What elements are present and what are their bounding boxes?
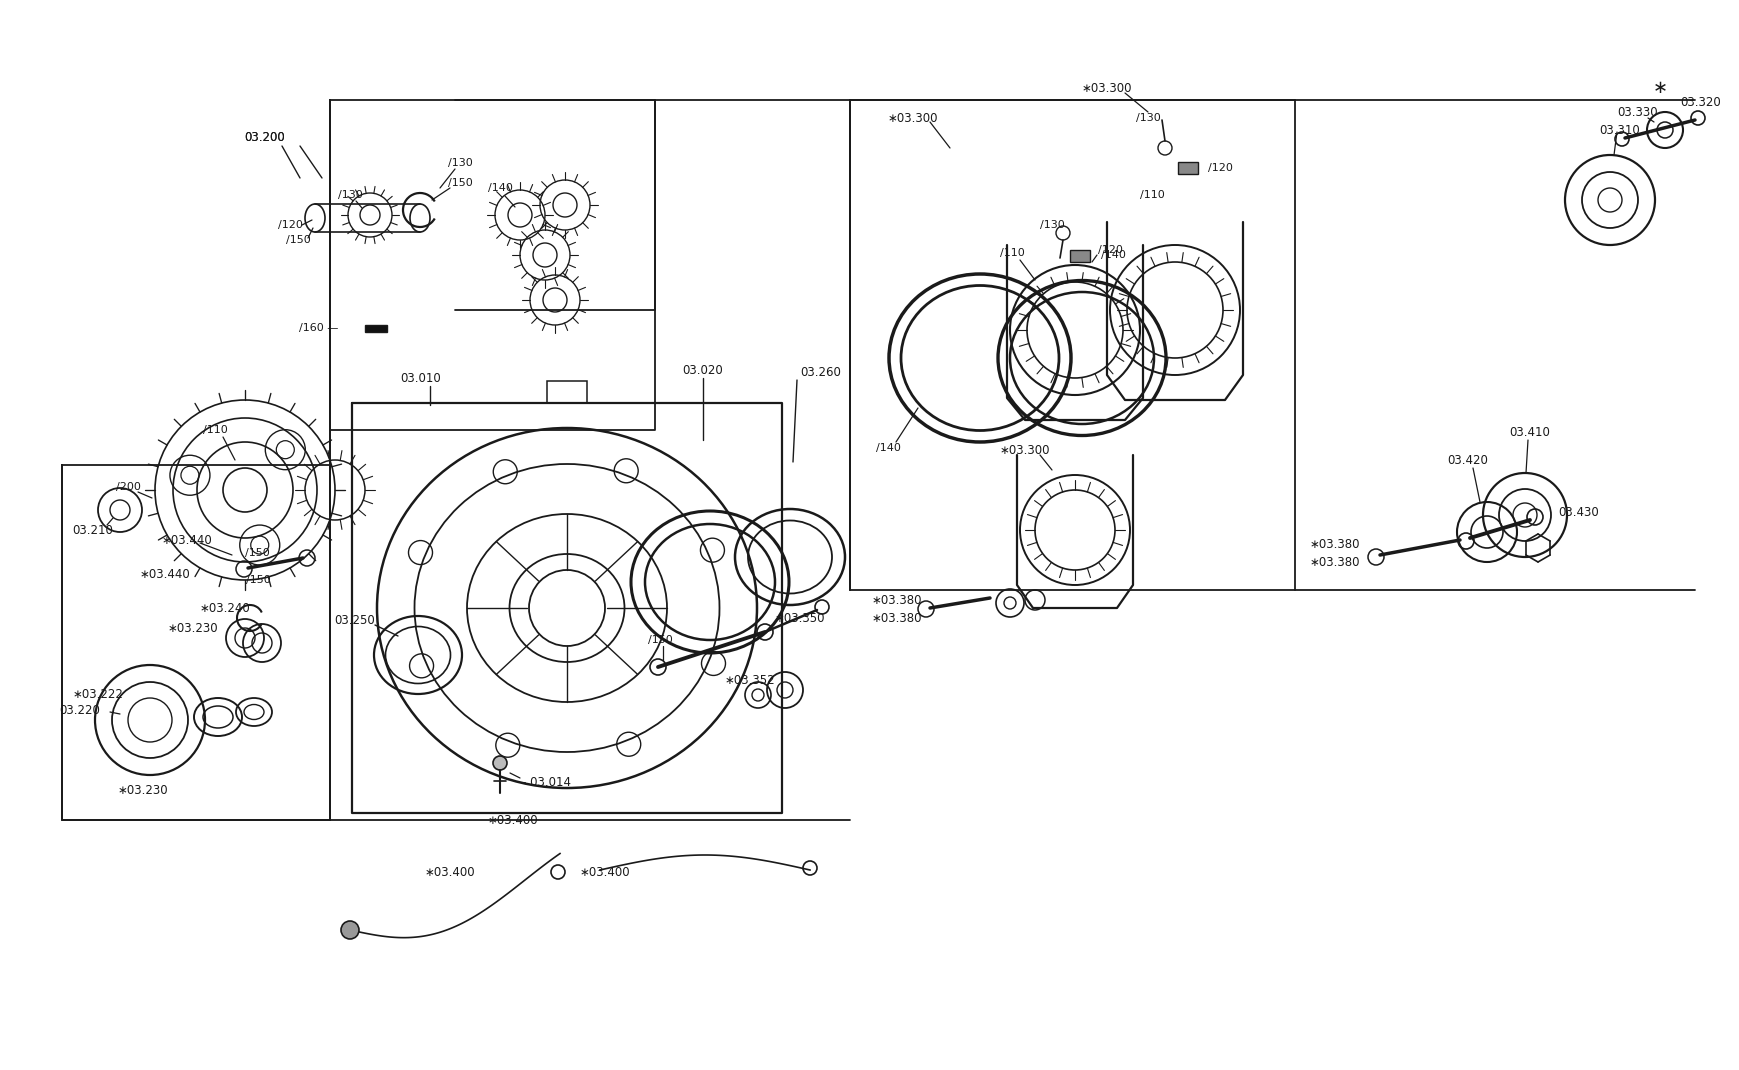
Text: /110: /110 (1139, 190, 1163, 200)
Text: /130: /130 (337, 190, 362, 200)
Bar (1069, 250, 1089, 262)
Text: 03.410: 03.410 (1509, 426, 1549, 439)
Text: /120: /120 (1207, 163, 1233, 173)
Text: /110: /110 (998, 248, 1024, 258)
Text: ∗: ∗ (1652, 79, 1666, 97)
Text: ∗03.380: ∗03.380 (871, 611, 922, 625)
Circle shape (341, 921, 358, 939)
Text: 03.430: 03.430 (1556, 505, 1598, 519)
Text: 03.010: 03.010 (400, 371, 440, 384)
Text: ∗03.350: ∗03.350 (774, 611, 824, 625)
Bar (1177, 162, 1198, 174)
Text: ∗03.440: ∗03.440 (162, 534, 212, 547)
Text: /200: /200 (115, 482, 141, 492)
Text: /150: /150 (245, 548, 270, 557)
Text: /150: /150 (447, 178, 471, 188)
Text: 03.250: 03.250 (334, 613, 376, 627)
Text: /150: /150 (245, 575, 270, 585)
Text: /130: /130 (1038, 220, 1064, 230)
Text: /160 —: /160 — (299, 323, 337, 333)
Text: /120: /120 (278, 220, 303, 230)
Text: - 03.014: - 03.014 (522, 776, 570, 789)
Bar (546, 381, 586, 403)
Text: ∗03.300: ∗03.300 (1000, 443, 1050, 457)
Text: ∗03.400: ∗03.400 (487, 813, 539, 826)
Text: ∗03.352: ∗03.352 (725, 673, 776, 687)
Text: 03.210: 03.210 (73, 523, 113, 536)
Text: ∗03.400: ∗03.400 (579, 866, 630, 878)
Text: ∗03.230: ∗03.230 (118, 783, 169, 796)
Text: 03.420: 03.420 (1447, 454, 1487, 467)
Text: ∗03.300: ∗03.300 (887, 111, 937, 124)
Text: /110: /110 (202, 425, 228, 435)
Text: /150: /150 (285, 235, 310, 245)
Text: /130: /130 (447, 158, 471, 168)
Text: /150: /150 (647, 635, 671, 645)
Text: 03.200: 03.200 (245, 131, 285, 143)
Text: ∗03.300: ∗03.300 (1082, 81, 1132, 94)
Text: ∗03.240: ∗03.240 (200, 601, 250, 614)
Text: /120: /120 (1097, 245, 1122, 255)
Text: /130: /130 (1136, 113, 1160, 123)
Text: ∗03.230: ∗03.230 (169, 622, 219, 635)
Text: ∗03.440: ∗03.440 (139, 568, 191, 581)
Text: 03.330: 03.330 (1617, 106, 1657, 119)
Text: 03.260: 03.260 (800, 366, 840, 379)
Text: /140: /140 (875, 443, 899, 453)
Text: ∗03.380: ∗03.380 (1309, 555, 1360, 568)
Text: 03.310: 03.310 (1598, 123, 1640, 137)
Text: ∗03.222: ∗03.222 (73, 688, 123, 702)
Circle shape (492, 756, 506, 770)
Text: /140: /140 (1101, 250, 1125, 260)
Text: ∗03.380: ∗03.380 (1309, 538, 1360, 551)
Text: 03.320: 03.320 (1680, 95, 1720, 108)
Text: 03.020: 03.020 (682, 364, 723, 377)
Text: /140: /140 (487, 183, 513, 193)
Text: 03.220: 03.220 (59, 703, 101, 717)
Text: ∗03.380: ∗03.380 (871, 594, 922, 607)
Bar (365, 325, 386, 332)
Text: ∗03.400: ∗03.400 (424, 866, 475, 878)
Text: 03.200: 03.200 (245, 131, 285, 143)
